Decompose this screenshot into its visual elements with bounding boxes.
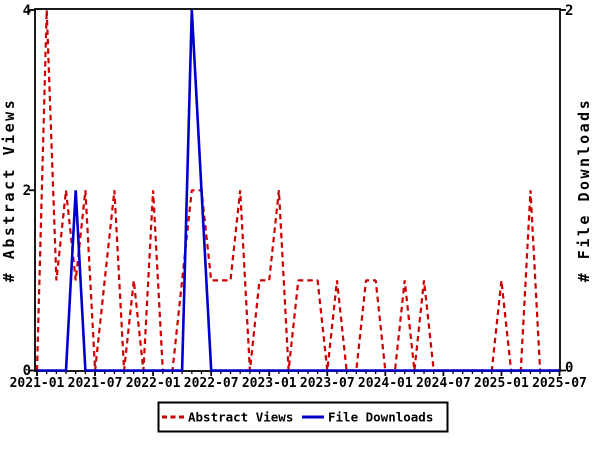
- x-tick-label: 2023-07: [300, 376, 355, 391]
- x-axis-tick-labels: 2021-01 2021-07 2022-01 2022-07 2023-01 2023-…: [10, 376, 587, 391]
- x-tick-label: 2022-07: [184, 376, 239, 391]
- left-axis-tick-label-4: 4: [23, 3, 31, 19]
- right-axis-tick-label-0: 0: [565, 360, 573, 376]
- left-axis-title: # Abstract Views: [0, 98, 18, 283]
- file-downloads-legend-label: File Downloads: [328, 410, 433, 425]
- x-tick-label: 2022-01: [126, 376, 181, 391]
- right-axis-tick-label-2: 2: [565, 3, 573, 19]
- left-axis-tick-label-2: 2: [23, 183, 31, 199]
- abstract-views-legend-label: Abstract Views: [188, 410, 293, 425]
- left-axis-tick-label-0: 0: [23, 363, 31, 379]
- x-tick-label: 2021-07: [68, 376, 123, 391]
- file-downloads-line: [37, 9, 560, 372]
- x-tick-label: 2025-07: [532, 376, 587, 391]
- x-tick-label: 2023-01: [242, 376, 297, 391]
- axis-ticks: [29, 9, 566, 376]
- plot-frame: [34, 8, 561, 372]
- abstract-views-line: [35, 9, 560, 372]
- series-lines: [35, 9, 560, 372]
- right-axis-title: # File Downloads: [575, 98, 593, 283]
- legend-box: [157, 401, 449, 433]
- x-tick-label: 2021-01: [10, 376, 65, 391]
- legend: Abstract Views File Downloads: [157, 401, 449, 433]
- x-tick-label: 2024-01: [358, 376, 413, 391]
- x-tick-label: 2025-01: [474, 376, 529, 391]
- x-tick-label: 2024-07: [416, 376, 471, 391]
